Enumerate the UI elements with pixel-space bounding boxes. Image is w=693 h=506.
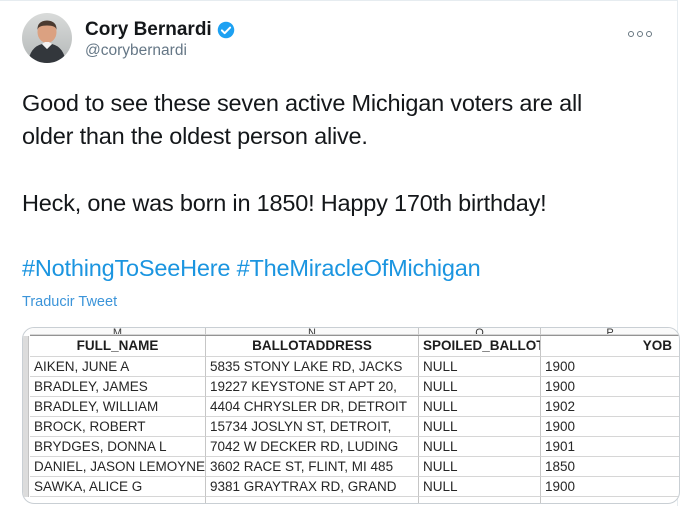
translate-tweet-link[interactable]: Traducir Tweet xyxy=(22,294,118,310)
cell-yob: 1900 xyxy=(541,357,679,377)
header-full-name: FULL_NAME xyxy=(30,336,206,357)
table-row: BRYDGES, DONNA L 7042 W DECKER RD, LUDIN… xyxy=(30,437,679,457)
cell-full-name: BRYDGES, DONNA L xyxy=(30,437,206,457)
cell-spoiled-ballots: NULL xyxy=(419,457,541,477)
table-row: BRADLEY, JAMES 19227 KEYSTONE ST APT 20,… xyxy=(30,377,679,397)
table-row: BRADLEY, WILLIAM 4404 CHRYSLER DR, DETRO… xyxy=(30,397,679,417)
column-letter: M xyxy=(30,328,206,335)
author-name-text: Cory Bernardi xyxy=(85,19,212,40)
verified-badge-icon xyxy=(217,21,234,39)
cell-yob: 1902 xyxy=(541,397,679,417)
spreadsheet-image-attachment[interactable]: M N O P FULL_NAME BALLOTADDRESS SPOILED_… xyxy=(22,327,680,504)
dot-icon xyxy=(646,31,652,37)
cell-spoiled-ballots: NULL xyxy=(419,377,541,397)
cell-full-name: BRADLEY, WILLIAM xyxy=(30,397,206,417)
more-options-button[interactable] xyxy=(625,28,655,40)
column-letter: N xyxy=(206,328,419,335)
cell-ballotaddress: 4404 CHRYSLER DR, DETROIT xyxy=(206,397,419,417)
cell-yob: 1900 xyxy=(541,477,679,497)
cell-full-name: DANIEL, JASON LEMOYNE xyxy=(30,457,206,477)
header-yob: YOB xyxy=(541,336,679,357)
cell-yob: 1850 xyxy=(541,457,679,477)
cell-spoiled-ballots: NULL xyxy=(419,417,541,437)
cell-ballotaddress: 3602 RACE ST, FLINT, MI 485 xyxy=(206,457,419,477)
cell-spoiled-ballots: NULL xyxy=(419,397,541,417)
header-ballotaddress: BALLOTADDRESS xyxy=(206,336,419,357)
table-row: BROCK, ROBERT 15734 JOSLYN ST, DETROIT, … xyxy=(30,417,679,437)
tweet-text-paragraph-1: Good to see these seven active Michigan … xyxy=(22,87,670,153)
cell-full-name: SAWKA, ALICE G xyxy=(30,477,206,497)
cell-yob: 1900 xyxy=(541,417,679,437)
avatar-photo xyxy=(22,13,72,63)
cell-ballotaddress: 19227 KEYSTONE ST APT 20, xyxy=(206,377,419,397)
hashtag-link-nothingtoseehere[interactable]: #NothingToSeeHere xyxy=(22,255,231,281)
spreadsheet-left-edge xyxy=(23,336,29,497)
cell-ballotaddress: 9381 GRAYTRAX RD, GRAND xyxy=(206,477,419,497)
author-name[interactable]: Cory Bernardi xyxy=(85,19,235,41)
cell-spoiled-ballots: NULL xyxy=(419,357,541,377)
tweet-text-line-3: Heck, one was born in 1850! Happy 170th … xyxy=(22,190,547,216)
cell-spoiled-ballots: NULL xyxy=(419,477,541,497)
table-empty-row xyxy=(30,497,679,503)
dot-icon xyxy=(628,31,634,37)
tweet-text-line-2: older than the oldest person alive. xyxy=(22,123,368,149)
cell-ballotaddress: 15734 JOSLYN ST, DETROIT, xyxy=(206,417,419,437)
column-letter: P xyxy=(541,328,679,335)
tweet-text-line-1: Good to see these seven active Michigan … xyxy=(22,90,583,116)
spreadsheet-grid: M N O P FULL_NAME BALLOTADDRESS SPOILED_… xyxy=(30,328,679,503)
cell-yob: 1901 xyxy=(541,437,679,457)
hashtag-link-themiracleofmichigan[interactable]: #TheMiracleOfMichigan xyxy=(236,255,481,281)
avatar[interactable] xyxy=(22,13,72,63)
cell-full-name: BRADLEY, JAMES xyxy=(30,377,206,397)
table-row: AIKEN, JUNE A 5835 STONY LAKE RD, JACKS … xyxy=(30,357,679,377)
table-header-row: FULL_NAME BALLOTADDRESS SPOILED_BALLOTS … xyxy=(30,336,679,357)
table-row: SAWKA, ALICE G 9381 GRAYTRAX RD, GRAND N… xyxy=(30,477,679,497)
hashtags-line: #NothingToSeeHere #TheMiracleOfMichigan xyxy=(22,252,481,285)
tweet-text-paragraph-2: Heck, one was born in 1850! Happy 170th … xyxy=(22,187,670,220)
table-row: DANIEL, JASON LEMOYNE 3602 RACE ST, FLIN… xyxy=(30,457,679,477)
cell-ballotaddress: 5835 STONY LAKE RD, JACKS xyxy=(206,357,419,377)
cell-full-name: AIKEN, JUNE A xyxy=(30,357,206,377)
spreadsheet-column-letters-row: M N O P xyxy=(30,328,679,336)
cell-spoiled-ballots: NULL xyxy=(419,437,541,457)
cell-yob: 1900 xyxy=(541,377,679,397)
cell-full-name: BROCK, ROBERT xyxy=(30,417,206,437)
dot-icon xyxy=(637,31,643,37)
column-letter: O xyxy=(419,328,541,335)
author-handle[interactable]: @corybernardi xyxy=(85,42,187,59)
header-spoiled-ballots: SPOILED_BALLOTS xyxy=(419,336,541,357)
cell-ballotaddress: 7042 W DECKER RD, LUDING xyxy=(206,437,419,457)
